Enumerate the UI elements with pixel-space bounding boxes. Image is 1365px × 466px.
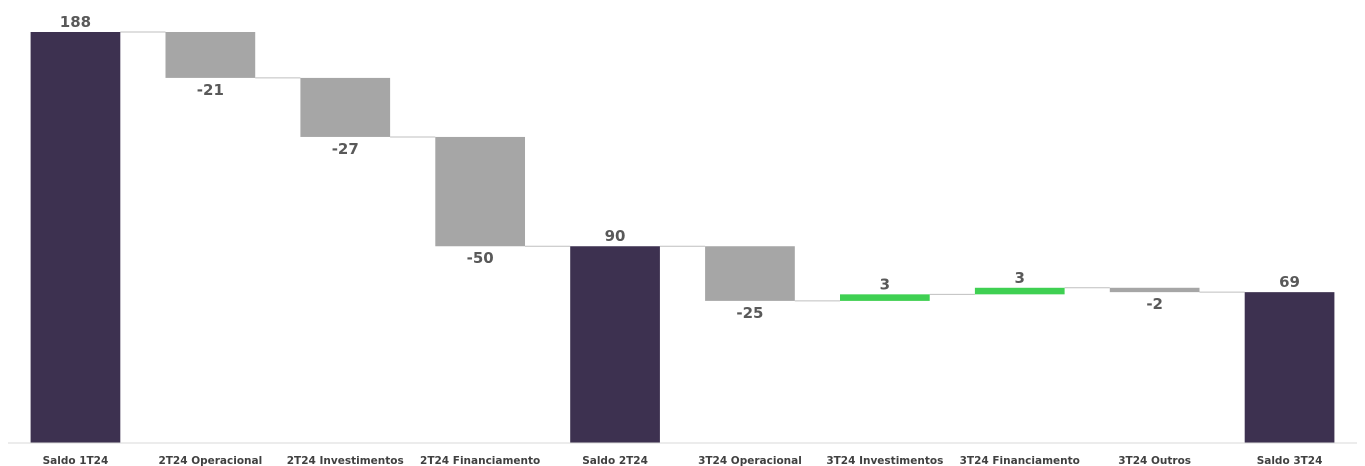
bar-1	[30, 32, 121, 443]
category-label-9: 3T24 Outros	[1118, 455, 1191, 466]
value-label-7: 3	[880, 275, 890, 293]
category-label-5: Saldo 2T24	[582, 455, 648, 466]
category-label-4: 2T24 Financiamento	[420, 455, 540, 466]
category-label-7: 3T24 Investimentos	[826, 455, 943, 466]
category-label-1: Saldo 1T24	[43, 455, 109, 466]
value-label-4: -50	[467, 249, 494, 267]
bar-9	[1109, 287, 1200, 293]
category-label-3: 2T24 Investimentos	[287, 455, 404, 466]
bar-7	[840, 294, 930, 301]
connector-lines	[120, 31, 1245, 302]
bar-4	[435, 136, 526, 247]
bar-8	[974, 287, 1065, 295]
value-labels-group: 188 -21 -27 -50 90 -25 3 3 -2 69	[60, 13, 1300, 322]
category-label-2: 2T24 Operacional	[158, 455, 262, 466]
value-label-10: 69	[1279, 273, 1300, 291]
bar-2	[165, 32, 256, 78]
bar-10	[1244, 292, 1335, 443]
value-label-2: -21	[197, 81, 224, 99]
category-labels-group: Saldo 1T24 2T24 Operacional 2T24 Investime…	[43, 455, 1323, 466]
value-label-8: 3	[1015, 269, 1025, 287]
bar-6	[705, 246, 795, 301]
category-label-8: 3T24 Financiamento	[960, 455, 1080, 466]
category-label-6: 3T24 Operacional	[698, 455, 802, 466]
bars-group	[30, 32, 1335, 443]
bar-3	[300, 77, 391, 137]
value-label-3: -27	[332, 140, 359, 158]
value-label-6: -25	[736, 304, 763, 322]
value-label-1: 188	[60, 13, 91, 31]
bar-5	[570, 246, 660, 443]
value-label-9: -2	[1146, 295, 1163, 313]
value-label-5: 90	[605, 227, 626, 245]
category-label-10: Saldo 3T24	[1257, 455, 1323, 466]
